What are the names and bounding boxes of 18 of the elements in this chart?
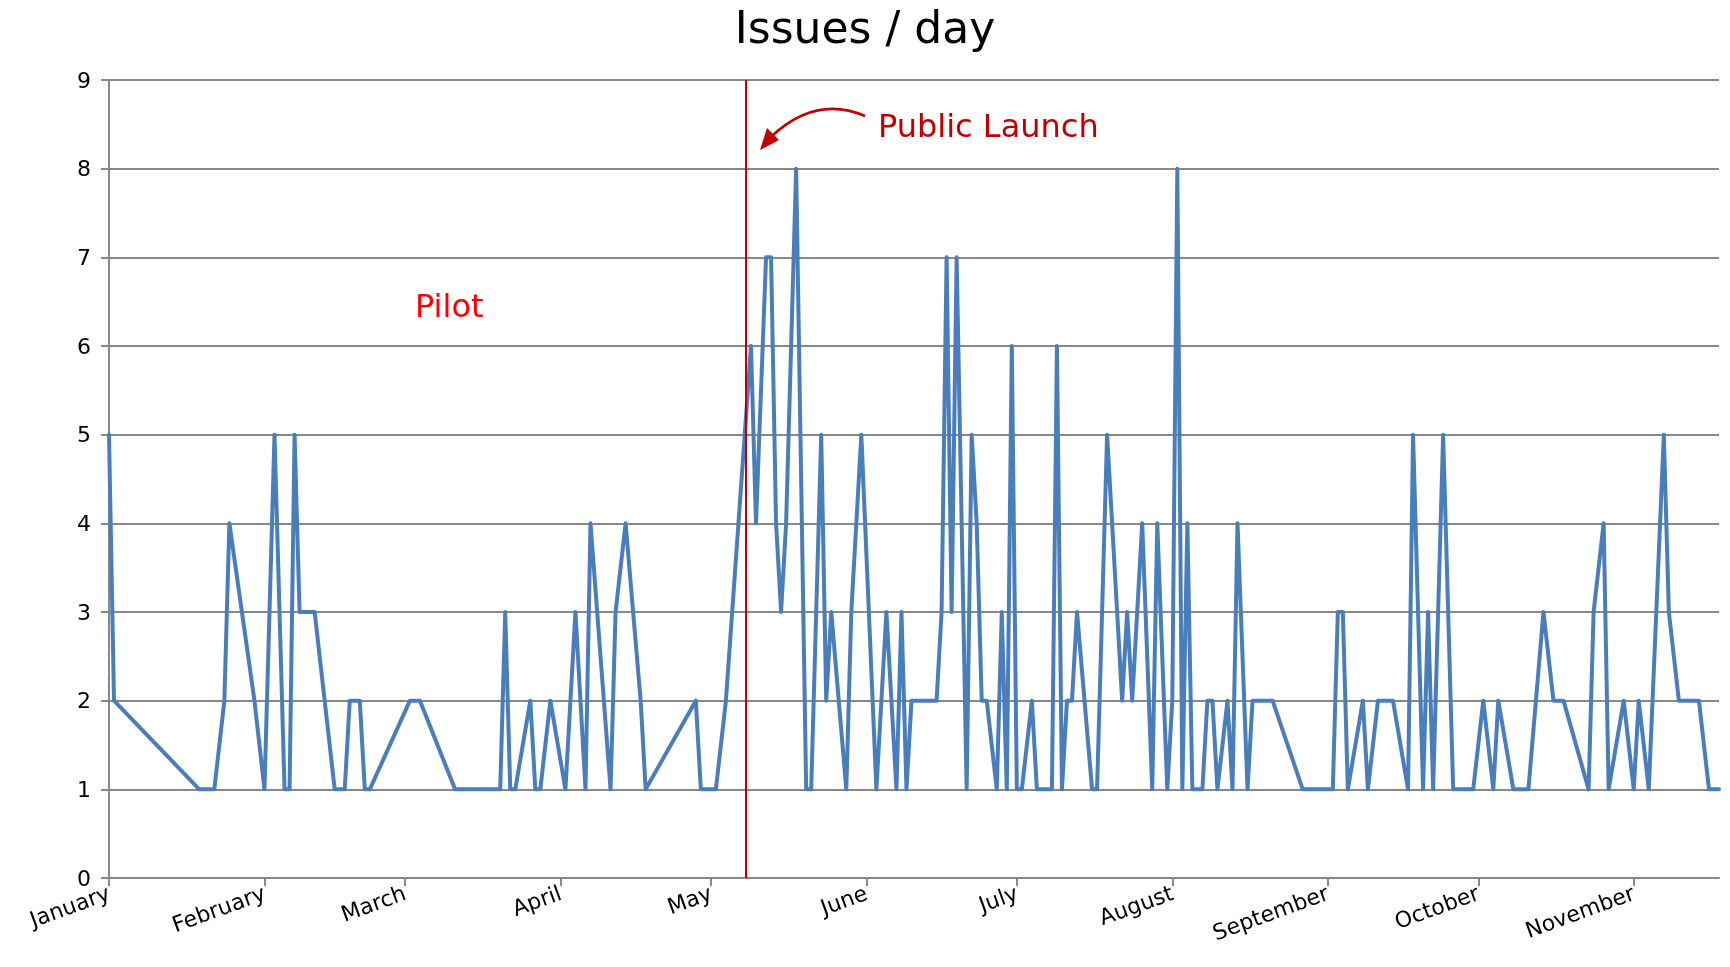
y-tick-label: 1 [77, 776, 91, 802]
x-tick-label: July [973, 880, 1022, 918]
chart-title: Issues / day [734, 1, 996, 53]
y-tick-label: 4 [77, 510, 91, 536]
x-tick-label: May [663, 880, 716, 920]
y-tick-label: 5 [77, 422, 91, 448]
x-tick-label: March [337, 880, 410, 927]
y-tick-label: 7 [77, 244, 91, 270]
y-tick-label: 9 [77, 67, 91, 93]
y-tick-label: 8 [77, 156, 91, 182]
y-tick-label: 6 [77, 333, 91, 359]
ref-line-label: Public Launch [877, 107, 1099, 145]
y-tick-label: 0 [77, 865, 91, 891]
y-tick-label: 2 [77, 688, 91, 714]
x-tick-label: June [815, 880, 871, 921]
annotation: Pilot [415, 287, 484, 325]
y-tick-label: 3 [77, 599, 91, 625]
x-tick-label: April [508, 880, 565, 921]
